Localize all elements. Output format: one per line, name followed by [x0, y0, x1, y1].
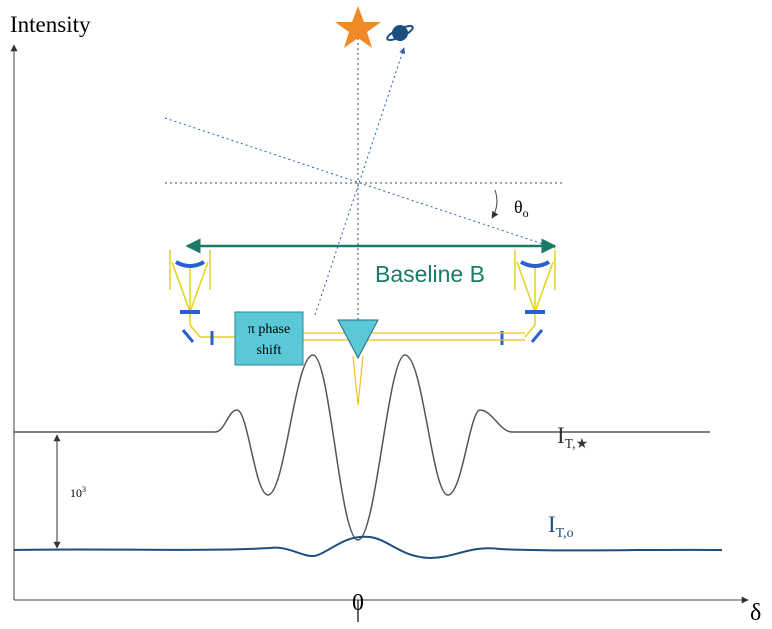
telescope-left — [170, 250, 240, 345]
telescope-right — [502, 250, 555, 345]
combiner — [338, 320, 378, 358]
planet-label-sub: T,o — [556, 526, 574, 541]
angle-arc — [492, 190, 497, 218]
contrast-sup: 3 — [82, 485, 86, 494]
output-beam — [353, 356, 363, 405]
star-label-main: I — [557, 423, 565, 448]
star-curve-label: IT,★ — [557, 423, 588, 452]
angle-main: θ — [514, 197, 523, 217]
star-icon — [335, 6, 381, 48]
contrast-base: 10 — [70, 486, 82, 500]
planet-icon — [386, 23, 415, 42]
x-axis-label: δ — [750, 600, 761, 626]
star-curve — [14, 355, 710, 540]
contrast-label: 103 — [70, 485, 86, 500]
baseline-label: Baseline B — [375, 261, 485, 287]
planet-label-main: I — [548, 512, 556, 537]
phase-shift-line: shift — [257, 343, 282, 358]
phase-shift-line: π phase — [248, 322, 290, 337]
origin-label: 0 — [352, 590, 364, 616]
planet-curve-label: IT,o — [548, 512, 574, 541]
star-label-sub: T,★ — [565, 437, 589, 452]
angle-sub: o — [523, 206, 529, 220]
planet-curve — [14, 537, 722, 558]
y-axis-label: Intensity — [10, 12, 91, 37]
angle-label: θo — [514, 197, 529, 220]
diagram: Intensity δ 0 θo Baseline B π phase shif… — [0, 0, 772, 629]
